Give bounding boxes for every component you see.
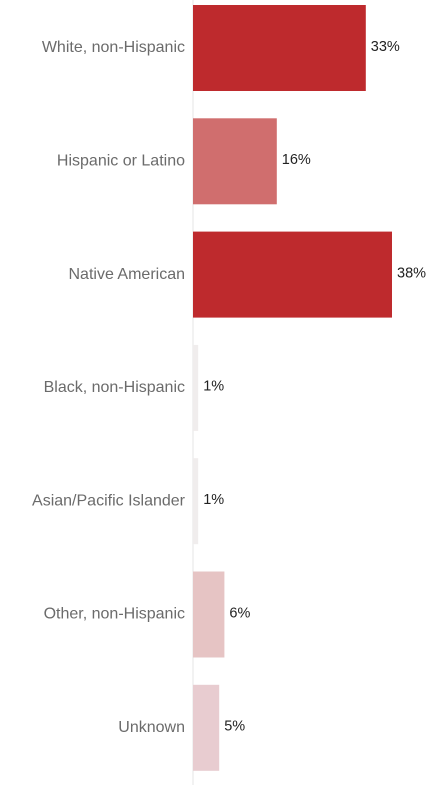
bar-row: Black, non-Hispanic 1% [44,344,224,431]
value-label: 5% [224,719,245,735]
value-label: 38% [397,265,426,281]
category-label: Black, non-Hispanic [44,379,185,396]
bar-row: Hispanic or Latino 16% [57,118,311,205]
value-label: 6% [229,605,250,621]
bar-row: Other, non-Hispanic 6% [44,571,250,658]
value-label: 33% [371,39,400,55]
value-label: 16% [282,152,311,168]
bar-row: Native American 38% [69,231,426,318]
category-label: Other, non-Hispanic [44,606,185,623]
category-label: Unknown [118,719,185,736]
bar[interactable] [193,5,366,91]
bar-row: Unknown 5% [118,684,245,771]
category-label: Hispanic or Latino [57,153,185,170]
bars-layer: White, non-Hispanic 33% Hispanic or Latino… [32,5,426,771]
value-label: 1% [203,379,224,395]
category-label: Asian/Pacific Islander [32,492,186,509]
bar-row: Asian/Pacific Islander 1% [32,458,224,545]
bar[interactable] [193,571,225,658]
bar[interactable] [193,684,220,771]
bar[interactable] [193,458,199,545]
bar[interactable] [193,344,199,431]
category-label: Native American [69,266,186,283]
value-label: 1% [203,492,224,508]
bar[interactable] [193,118,277,205]
category-label: White, non-Hispanic [42,39,185,56]
bar-row: White, non-Hispanic 33% [42,5,400,91]
bar[interactable] [193,231,392,318]
